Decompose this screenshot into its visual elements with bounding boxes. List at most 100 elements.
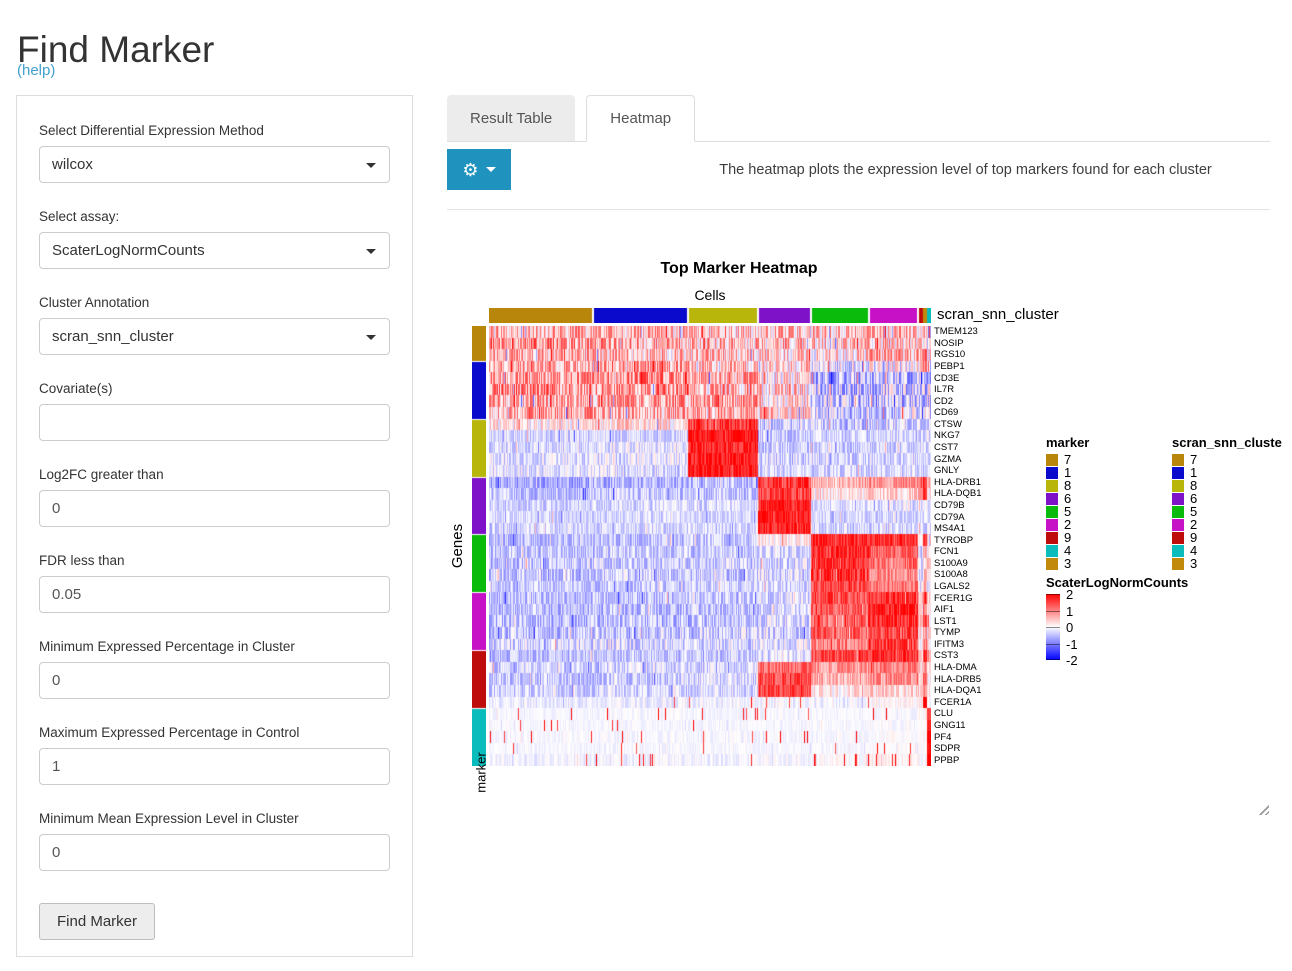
gene-label: SDPR — [934, 743, 961, 755]
gene-label: CD79A — [934, 511, 965, 523]
legend-entry: 6 — [1046, 491, 1166, 506]
log2fc-input[interactable] — [39, 490, 390, 527]
legend-entry: 8 — [1046, 478, 1166, 493]
legend-entry: 3 — [1172, 556, 1292, 571]
legend-entry: 4 — [1172, 543, 1292, 558]
fdr-input[interactable] — [39, 576, 390, 613]
gene-label: FCN1 — [934, 546, 959, 558]
gene-label: FCER1A — [934, 696, 972, 708]
de-method-select[interactable]: wilcox — [39, 146, 390, 183]
min-mean-expr-label: Minimum Mean Expression Level in Cluster — [39, 811, 299, 826]
legend-swatch — [1046, 479, 1058, 492]
colorbar-title: ScaterLogNormCounts — [1046, 575, 1189, 590]
gene-label: MS4A1 — [934, 523, 966, 535]
help-link[interactable]: (help) — [17, 62, 56, 79]
min-mean-expr-input[interactable] — [39, 834, 390, 871]
covariates-input[interactable] — [39, 404, 390, 441]
colorbar-tick-label: -1 — [1066, 637, 1078, 652]
heatmap-ylabel: Genes — [449, 523, 466, 569]
legend-entry: 1 — [1172, 465, 1292, 480]
gene-label: CST3 — [934, 650, 959, 662]
legend-swatch — [1046, 453, 1058, 466]
colorbar-legend: ScaterLogNormCounts 2 1 0 -1 -2 — [1046, 575, 1189, 667]
heatmap-caption: The heatmap plots the expression level o… — [719, 161, 1212, 178]
field-min-expr-pct-cluster: Minimum Expressed Percentage in Cluster — [39, 639, 390, 699]
legend-value: 8 — [1190, 478, 1198, 493]
gene-label: TYMP — [934, 627, 961, 639]
field-cluster-annotation: Cluster Annotation scran_snn_cluster — [39, 295, 390, 355]
colorbar-tick-line — [1046, 611, 1060, 612]
chevron-down-icon — [366, 249, 376, 254]
de-method-label: Select Differential Expression Method — [39, 123, 264, 138]
legend-value: 8 — [1064, 478, 1072, 493]
chevron-down-icon — [366, 335, 376, 340]
results-area: Result Table Heatmap ⚙ The heatmap plots… — [447, 95, 1282, 835]
assay-select[interactable]: ScaterLogNormCounts — [39, 232, 390, 269]
gene-label: NKG7 — [934, 430, 960, 442]
field-de-method: Select Differential Expression Method wi… — [39, 123, 390, 183]
heatmap-xlabel: Cells — [694, 287, 726, 303]
gene-label: TMEM123 — [934, 326, 978, 338]
cluster-annotation-value: scran_snn_cluster — [52, 328, 174, 345]
legend-entry: 7 — [1172, 452, 1292, 467]
legend-value: 4 — [1064, 543, 1072, 558]
legend-entry: 2 — [1172, 517, 1292, 532]
tab-result-table[interactable]: Result Table — [447, 95, 576, 141]
legend-entry: 5 — [1046, 504, 1166, 519]
legend-swatch — [1172, 466, 1184, 479]
gene-label: CD3E — [934, 372, 960, 384]
legend-value: 1 — [1190, 465, 1198, 480]
legend-entry: 9 — [1046, 530, 1166, 545]
gene-label: CST7 — [934, 442, 959, 454]
legend-swatch — [1046, 505, 1058, 518]
gear-icon: ⚙ — [462, 159, 479, 180]
log2fc-label: Log2FC greater than — [39, 467, 164, 482]
max-expr-pct-control-label: Maximum Expressed Percentage in Control — [39, 725, 300, 740]
gene-label: AIF1 — [934, 604, 955, 616]
legend-entry: 4 — [1046, 543, 1166, 558]
field-fdr: FDR less than — [39, 553, 390, 613]
tab-heatmap[interactable]: Heatmap — [586, 95, 696, 142]
heatmap-title: Top Marker Heatmap — [660, 260, 818, 277]
legend-value: 2 — [1064, 517, 1072, 532]
legend-value: 2 — [1190, 517, 1198, 532]
gene-label: IL7R — [934, 384, 955, 396]
row-annotation-label: marker — [473, 752, 489, 793]
colorbar-tick-line — [1046, 594, 1060, 595]
gene-label: TYROBP — [934, 534, 974, 546]
gene-label: CD69 — [934, 407, 959, 419]
field-min-mean-expr: Minimum Mean Expression Level in Cluster — [39, 811, 390, 871]
cluster-annotation-select[interactable]: scran_snn_cluster — [39, 318, 390, 355]
gene-label: HLA-DMA — [934, 662, 977, 674]
chevron-down-icon — [366, 163, 376, 168]
gene-label: S100A9 — [934, 557, 968, 569]
legend-swatch — [1046, 518, 1058, 531]
gene-label: IFITM3 — [934, 638, 965, 650]
legend-marker-title: marker — [1046, 435, 1090, 450]
gene-label: S100A8 — [934, 569, 968, 581]
max-expr-pct-control-input[interactable] — [39, 748, 390, 785]
gene-label: HLA-DQB1 — [934, 488, 982, 500]
heatmap-settings-button[interactable]: ⚙ — [447, 149, 511, 190]
legend-swatch — [1172, 479, 1184, 492]
legend-value: 7 — [1190, 452, 1198, 467]
legend-swatch — [1046, 544, 1058, 557]
assay-value: ScaterLogNormCounts — [52, 242, 205, 259]
legend-value: 7 — [1064, 452, 1072, 467]
plot-resize-handle[interactable] — [1258, 804, 1269, 815]
gene-label: CLU — [934, 708, 954, 720]
heatmap-plot: Top Marker Heatmap Cells scran_snn_clust… — [447, 210, 1282, 835]
find-marker-button[interactable]: Find Marker — [39, 903, 156, 940]
colorbar-tick-label: 2 — [1066, 587, 1074, 602]
gene-label: CTSW — [934, 418, 962, 430]
column-annotation-bar — [489, 308, 931, 323]
legend-swatch — [1172, 531, 1184, 544]
heatmap-toolbar: ⚙ The heatmap plots the expression level… — [447, 149, 1270, 190]
min-expr-pct-cluster-input[interactable] — [39, 662, 390, 699]
gene-label: CD79B — [934, 499, 965, 511]
column-annotation-label: scran_snn_cluster — [937, 306, 1059, 323]
field-assay: Select assay: ScaterLogNormCounts — [39, 209, 390, 269]
covariates-label: Covariate(s) — [39, 381, 113, 396]
